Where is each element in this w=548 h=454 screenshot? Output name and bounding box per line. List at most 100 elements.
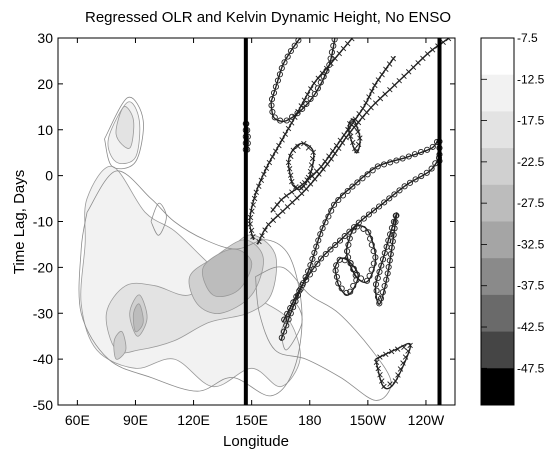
kelvin-cross-marker xyxy=(275,213,281,219)
colorbar-label: -32.5 xyxy=(517,237,545,251)
y-tick-label: -10 xyxy=(33,214,53,230)
kelvin-circle-marker xyxy=(390,218,397,225)
kelvin-cross-marker xyxy=(266,159,273,166)
kelvin-circle-marker xyxy=(383,243,390,250)
kelvin-cross-marker xyxy=(294,185,300,192)
y-tick-label: 30 xyxy=(37,30,53,46)
colorbar-label: -27.5 xyxy=(517,196,545,210)
kelvin-circle-marker xyxy=(372,254,379,261)
kelvin-cross-marker xyxy=(381,383,387,390)
kelvin-cross-marker xyxy=(355,129,361,135)
kelvin-circle-marker xyxy=(359,175,366,182)
kelvin-circle-marker xyxy=(319,225,326,232)
kelvin-cross-marker xyxy=(256,238,262,245)
kelvin-cross-marker xyxy=(355,141,362,148)
kelvin-circle-marker xyxy=(351,224,358,231)
kelvin-cross-marker xyxy=(309,155,316,162)
colorbar-swatch xyxy=(481,111,514,149)
kelvin-circle-marker xyxy=(325,213,332,220)
kelvin-circle-marker xyxy=(365,229,372,236)
kelvin-cross-marker xyxy=(256,183,262,189)
kelvin-cross-marker xyxy=(410,64,417,71)
kelvin-cross-marker xyxy=(377,354,383,360)
kelvin-cross-marker xyxy=(353,122,359,129)
kelvin-circle-marker xyxy=(306,271,313,278)
kelvin-cross-marker xyxy=(301,140,307,147)
kelvin-cross-marker xyxy=(348,121,355,128)
olr-thin-contour-1 xyxy=(104,96,144,170)
y-tick-label: -40 xyxy=(33,351,53,367)
kelvin-circle-marker xyxy=(380,161,388,168)
kelvin-circle-marker xyxy=(349,183,356,190)
olr-thin-contour-3 xyxy=(150,202,167,236)
kelvin-circle-marker xyxy=(374,275,381,282)
kelvin-cross-marker xyxy=(387,381,393,387)
kelvin-circle-marker xyxy=(311,90,318,98)
kelvin-cross-marker xyxy=(251,195,258,202)
colorbar-label: -37.5 xyxy=(517,279,545,293)
y-axis: 30 20 10 0 -10 -20 -30 -40 -50 xyxy=(33,30,455,413)
kelvin-cross-marker xyxy=(429,47,436,53)
plot-area xyxy=(58,38,455,405)
kelvin-circle-marker xyxy=(299,282,306,289)
kelvin-circle-marker xyxy=(333,262,340,269)
kelvin-cross-marker xyxy=(259,233,265,239)
kelvin-cross-marker xyxy=(276,142,282,149)
kelvin-circle-marker xyxy=(369,167,376,174)
kelvin-circle-marker xyxy=(290,299,297,306)
kelvin-cross-marker xyxy=(397,366,404,372)
kelvin-cross-marker xyxy=(285,159,292,166)
kelvin-cross-marker xyxy=(350,139,356,146)
kelvin-circle-marker xyxy=(278,334,285,341)
kelvin-circle-marker xyxy=(330,42,337,49)
kelvin-circle-marker xyxy=(307,95,314,102)
kelvin-cross-marker xyxy=(369,88,375,94)
kelvin-circle-marker xyxy=(318,255,325,262)
kelvin-cross-marker xyxy=(368,104,374,111)
kelvin-cross-marker xyxy=(352,116,359,122)
kelvin-cross-marker xyxy=(336,50,342,57)
olr-thin-contour-4 xyxy=(280,303,303,351)
kelvin-cross-marker xyxy=(278,197,285,203)
kelvin-cross-marker xyxy=(295,143,301,150)
kelvin-cross-marker xyxy=(269,154,276,160)
kelvin-cross-marker xyxy=(382,91,388,97)
colorbar-swatch xyxy=(481,331,514,369)
kelvin-cross-marker xyxy=(308,162,315,168)
colorbar-label: -17.5 xyxy=(517,114,545,128)
colorbar-swatch xyxy=(481,258,514,296)
kelvin-circle-marker xyxy=(277,117,284,124)
kelvin-cross-marker xyxy=(333,142,340,149)
colorbar-label: -22.5 xyxy=(517,155,545,169)
olr-region-3 xyxy=(115,106,135,149)
kelvin-cross-marker xyxy=(273,148,279,154)
kelvin-circle-marker xyxy=(283,322,290,329)
kelvin-circle-marker xyxy=(331,201,338,208)
x-tick-label: 150W xyxy=(350,412,387,428)
kelvin-cross-marker xyxy=(364,109,370,116)
kelvin-cross-marker xyxy=(363,100,369,106)
kelvin-cross-marker xyxy=(305,145,312,151)
x-tick-label: 150E xyxy=(235,412,268,428)
kelvin-circle-marker xyxy=(322,219,329,226)
kelvin-circle-marker xyxy=(418,173,425,180)
kelvin-circle-marker xyxy=(376,268,383,275)
kelvin-cross-marker xyxy=(375,365,381,372)
kelvin-circle-marker xyxy=(296,287,303,294)
kelvin-cross-marker xyxy=(287,172,294,178)
kelvin-circle-marker xyxy=(370,207,378,214)
kelvin-cross-marker xyxy=(258,177,265,183)
colorbar-swatch xyxy=(481,74,514,112)
kelvin-circle-marker xyxy=(322,250,329,258)
kelvin-circle-marker xyxy=(385,237,392,244)
kelvin-circle-marker xyxy=(341,233,348,240)
kelvin-circle-marker xyxy=(393,157,400,164)
kelvin-cross-marker xyxy=(248,227,255,234)
kelvin-cross-marker xyxy=(289,189,295,195)
kelvin-circle-marker xyxy=(354,223,361,230)
kelvin-cross-marker xyxy=(340,45,347,52)
kelvin-circle-marker xyxy=(360,225,367,232)
kelvin-cross-marker xyxy=(298,103,304,109)
kelvin-cross-marker xyxy=(295,108,301,115)
kelvin-circle-marker xyxy=(373,287,380,294)
